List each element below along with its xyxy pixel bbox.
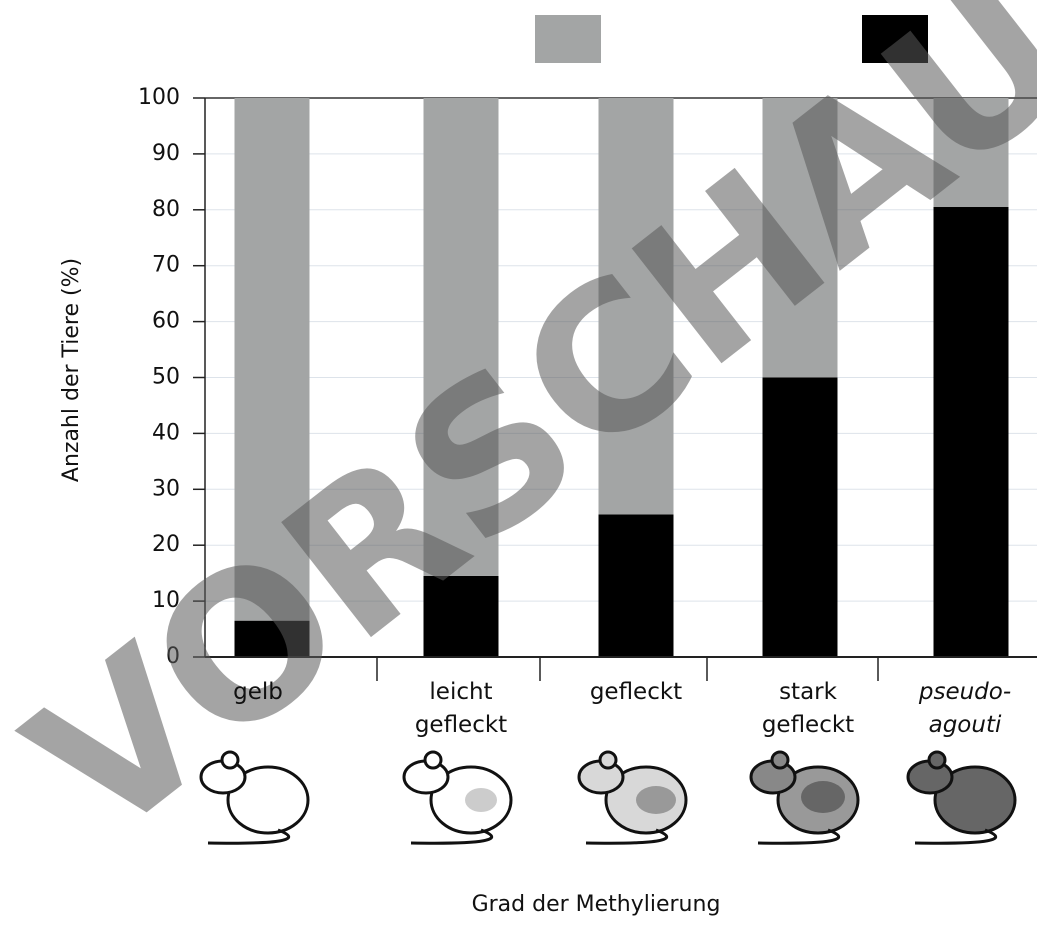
y-tick-label: 40 (152, 420, 180, 445)
chart: 0102030405060708090100 Anzahl der Tiere … (0, 0, 1037, 928)
bar-segment (763, 378, 838, 658)
x-tick-label: pseudo- agouti (885, 676, 1037, 742)
y-tick-label: 100 (138, 85, 180, 110)
x-tick-label: stark gefleckt (728, 676, 888, 742)
y-tick-label: 80 (152, 197, 180, 222)
bar-segment (599, 514, 674, 657)
mice-icons (201, 752, 1015, 843)
x-tick-label: gefleckt (556, 676, 716, 709)
chart-svg: 0102030405060708090100 Anzahl der Tiere … (0, 0, 1037, 928)
y-tick-label: 60 (152, 309, 180, 334)
x-tick-label: leicht gefleckt (381, 676, 541, 742)
y-tick-label: 20 (152, 532, 180, 557)
y-tick-label: 50 (152, 365, 180, 390)
y-tick-label: 30 (152, 476, 180, 501)
legend-swatch (535, 15, 601, 63)
x-tick-label: gelb (178, 676, 338, 709)
bar-segment (934, 207, 1009, 657)
x-axis-label: Grad der Methylierung (472, 892, 721, 917)
y-axis-label: Anzahl der Tiere (%) (59, 258, 84, 482)
y-tick-label: 90 (152, 141, 180, 166)
y-tick-label: 70 (152, 253, 180, 278)
